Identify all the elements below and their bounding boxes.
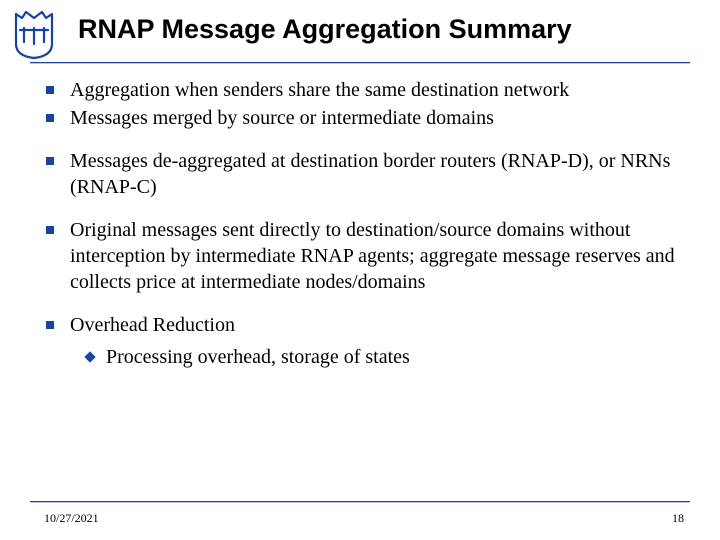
sub-bullet-text: Processing overhead, storage of states — [106, 346, 410, 368]
bullet-list: Aggregation when senders share the same … — [44, 78, 684, 370]
sub-bullet-list: Processing overhead, storage of states — [70, 345, 684, 371]
footer-page-number: 18 — [672, 511, 684, 526]
bullet-item: Overhead Reduction Processing overhead, … — [44, 313, 684, 370]
bullet-item: Original messages sent directly to desti… — [44, 218, 684, 295]
content-area: Aggregation when senders share the same … — [44, 78, 684, 388]
bullet-item: Aggregation when senders share the same … — [44, 78, 684, 104]
bullet-item: Messages merged by source or intermediat… — [44, 106, 684, 132]
bullet-text: Original messages sent directly to desti… — [70, 219, 675, 292]
bullet-text: Messages de-aggregated at destination bo… — [70, 150, 670, 198]
bullet-text: Aggregation when senders share the same … — [70, 79, 569, 101]
slide: RNAP Message Aggregation Summary Aggrega… — [0, 0, 720, 540]
bullet-text: Messages merged by source or intermediat… — [70, 107, 494, 129]
footer-date: 10/27/2021 — [44, 511, 99, 526]
bullet-item: Messages de-aggregated at destination bo… — [44, 149, 684, 200]
columbia-crown-logo — [10, 8, 58, 60]
slide-title: RNAP Message Aggregation Summary — [78, 14, 700, 45]
footer-rule — [30, 501, 690, 502]
title-rule — [30, 62, 690, 66]
bullet-text: Overhead Reduction — [70, 314, 235, 336]
sub-bullet-item: Processing overhead, storage of states — [70, 345, 684, 371]
